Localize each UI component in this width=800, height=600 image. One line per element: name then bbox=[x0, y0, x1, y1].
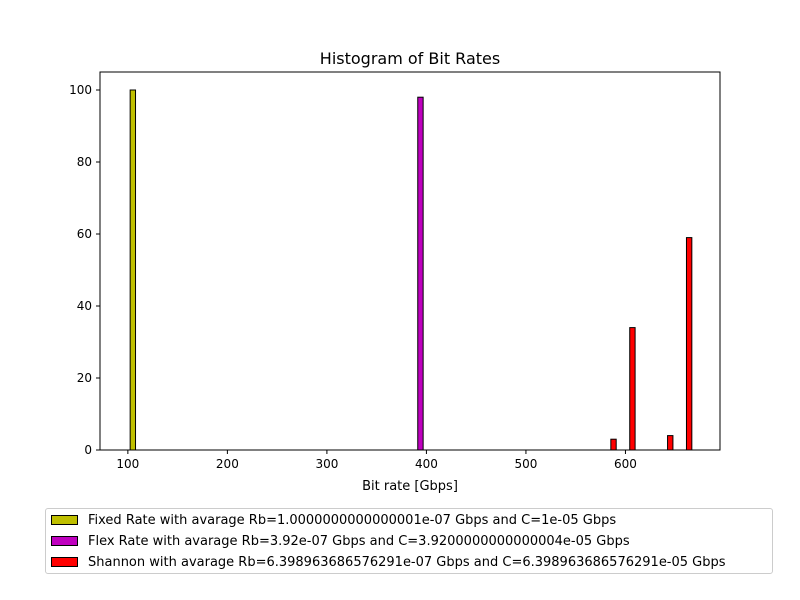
legend-swatch-flex-rate bbox=[51, 536, 78, 546]
chart-title: Histogram of Bit Rates bbox=[320, 49, 500, 68]
legend-entry-shannon: Shannon with avarage Rb=6.39896368657629… bbox=[51, 552, 726, 572]
bar-series-2-3 bbox=[685, 237, 693, 451]
bar-series-0-0 bbox=[129, 89, 137, 451]
y-tick-label: 20 bbox=[77, 371, 92, 385]
bar-series-2-0 bbox=[610, 438, 617, 451]
x-tick-label: 400 bbox=[415, 457, 438, 471]
x-tick-label: 100 bbox=[116, 457, 139, 471]
legend-label-fixed-rate: Fixed Rate with avarage Rb=1.00000000000… bbox=[88, 512, 617, 528]
plot-frame bbox=[99, 71, 721, 451]
x-tick-label: 500 bbox=[514, 457, 537, 471]
bar-series-2-2 bbox=[667, 435, 674, 451]
legend-entry-fixed-rate: Fixed Rate with avarage Rb=1.00000000000… bbox=[51, 510, 616, 530]
legend-swatch-fixed-rate bbox=[51, 515, 78, 525]
legend-label-flex-rate: Flex Rate with avarage Rb=3.92e-07 Gbps … bbox=[88, 533, 630, 549]
x-axis-label: Bit rate [Gbps] bbox=[362, 479, 458, 494]
legend-swatch-shannon bbox=[51, 557, 78, 567]
legend-entry-flex-rate: Flex Rate with avarage Rb=3.92e-07 Gbps … bbox=[51, 531, 630, 551]
bar-series-1-0 bbox=[417, 96, 424, 451]
y-tick-label: 60 bbox=[77, 227, 92, 241]
legend-label-shannon: Shannon with avarage Rb=6.39896368657629… bbox=[88, 554, 726, 570]
x-tick-label: 300 bbox=[315, 457, 338, 471]
y-tick-label: 0 bbox=[84, 443, 92, 457]
x-tick-label: 600 bbox=[614, 457, 637, 471]
legend: Fixed Rate with avarage Rb=1.00000000000… bbox=[45, 508, 773, 574]
bars-group bbox=[129, 89, 693, 451]
y-tick-label: 80 bbox=[77, 155, 92, 169]
y-tick-label: 40 bbox=[77, 299, 92, 313]
x-ticks-group: 100 200 300 400 500 600 bbox=[116, 450, 637, 471]
bar-series-2-1 bbox=[629, 327, 636, 451]
y-ticks-group: 0 20 40 60 80 100 bbox=[69, 83, 100, 457]
x-tick-label: 200 bbox=[216, 457, 239, 471]
y-tick-label: 100 bbox=[69, 83, 92, 97]
